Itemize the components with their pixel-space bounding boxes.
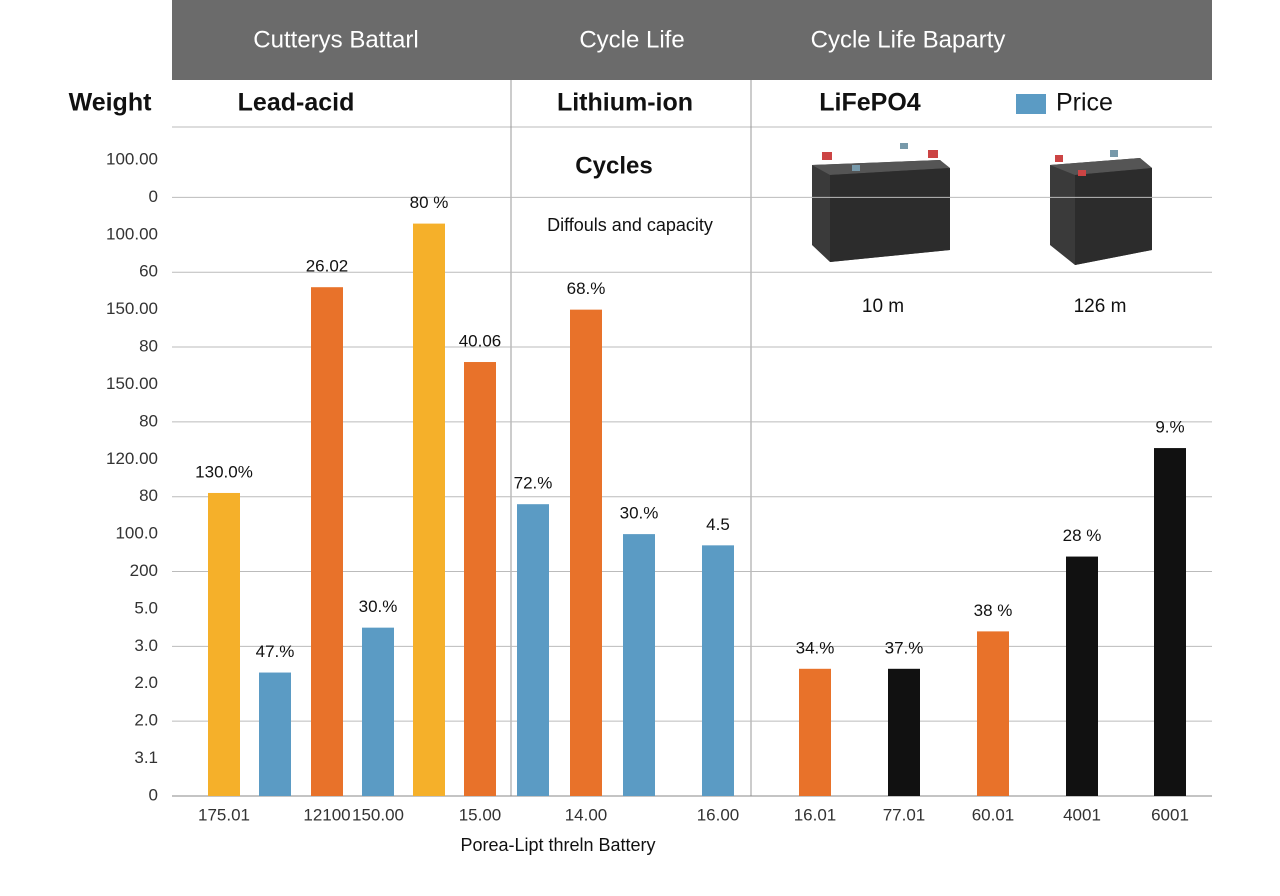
group-label: LiFePO4 <box>819 89 921 117</box>
y-tick-label: 80 <box>139 337 158 356</box>
bar-label: 4.5 <box>706 515 730 534</box>
x-tick-label: 4001 <box>1063 805 1101 824</box>
y-tick-label: 5.0 <box>134 598 158 617</box>
bar <box>799 668 831 796</box>
bar <box>702 545 734 796</box>
y-tick-label: 100.00 <box>106 224 158 243</box>
x-tick-label: 14.00 <box>565 805 608 824</box>
note: Cycles <box>575 152 652 179</box>
x-tick-label: 6001 <box>1151 805 1189 824</box>
header-title: Cycle Life Baparty <box>811 26 1006 53</box>
bar-label: 80 % <box>410 193 449 212</box>
bar <box>1154 448 1186 796</box>
header-title: Cutterys Battarl <box>253 26 418 53</box>
x-tick-label: 16.01 <box>794 805 837 824</box>
bar-label: 30.% <box>620 504 659 523</box>
bar <box>570 309 602 796</box>
battery-icon <box>1050 150 1152 265</box>
x-tick-label: 60.01 <box>972 805 1015 824</box>
x-tick-label: 12100 <box>303 805 350 824</box>
bar <box>208 492 240 796</box>
bar-label: 130.0% <box>195 462 253 481</box>
legend-label: Price <box>1056 89 1113 117</box>
bar-label: 47.% <box>256 642 295 661</box>
x-axis-title: Porea-Lipt threln Battery <box>460 835 655 855</box>
note: Diffouls and capacity <box>547 215 713 235</box>
bar-label: 37.% <box>885 638 924 657</box>
bar-label: 30.% <box>359 597 398 616</box>
x-tick-label: 16.00 <box>697 805 740 824</box>
bar-label: 40.06 <box>459 332 502 351</box>
battery-icon <box>812 143 950 262</box>
x-tick-label: 15.00 <box>459 805 502 824</box>
bar <box>413 223 445 797</box>
bar <box>311 287 343 796</box>
legend-swatch <box>1016 94 1046 114</box>
bar <box>1066 556 1098 796</box>
bar-label: 68.% <box>567 279 606 298</box>
y-tick-label: 80 <box>139 411 158 430</box>
header-title: Cycle Life <box>579 26 684 53</box>
bar-label: 26.02 <box>306 257 349 276</box>
bar-label: 28 % <box>1063 526 1102 545</box>
group-label: Lead-acid <box>238 89 355 117</box>
y-tick-label: 150.00 <box>106 374 158 393</box>
bar <box>259 672 291 796</box>
bar <box>977 631 1009 796</box>
y-tick-label: 3.1 <box>134 748 158 767</box>
y-tick-label: 100.0 <box>115 524 158 543</box>
y-tick-label: 150.00 <box>106 299 158 318</box>
bar <box>517 504 549 796</box>
y-tick-label: 80 <box>139 486 158 505</box>
bar <box>888 668 920 796</box>
y-tick-label: 0 <box>149 187 158 206</box>
y-tick-label: 200 <box>130 561 158 580</box>
bar-label: 38 % <box>974 601 1013 620</box>
x-tick-label: 175.01 <box>198 805 250 824</box>
y-tick-label: 100.00 <box>106 149 158 168</box>
group-label: Lithium-ion <box>557 89 693 117</box>
x-tick-label: 150.00 <box>352 805 404 824</box>
y-tick-label: 2.0 <box>134 711 158 730</box>
y-tick-label: 0 <box>149 785 158 804</box>
y-tick-label: 60 <box>139 262 158 281</box>
header-band <box>172 0 1212 80</box>
y-tick-label: 120.00 <box>106 449 158 468</box>
bar <box>623 534 655 796</box>
bar <box>362 627 394 796</box>
bar-label: 34.% <box>796 638 835 657</box>
y-tick-label: 3.0 <box>134 636 158 655</box>
y-tick-label: 2.0 <box>134 673 158 692</box>
row-label: Weight <box>69 89 153 117</box>
bar-label: 72.% <box>514 474 553 493</box>
battery-caption: 10 m <box>862 296 904 317</box>
bar <box>464 362 496 796</box>
x-tick-label: 77.01 <box>883 805 926 824</box>
battery-caption: 126 m <box>1074 296 1127 317</box>
bar-label: 9.% <box>1155 418 1184 437</box>
